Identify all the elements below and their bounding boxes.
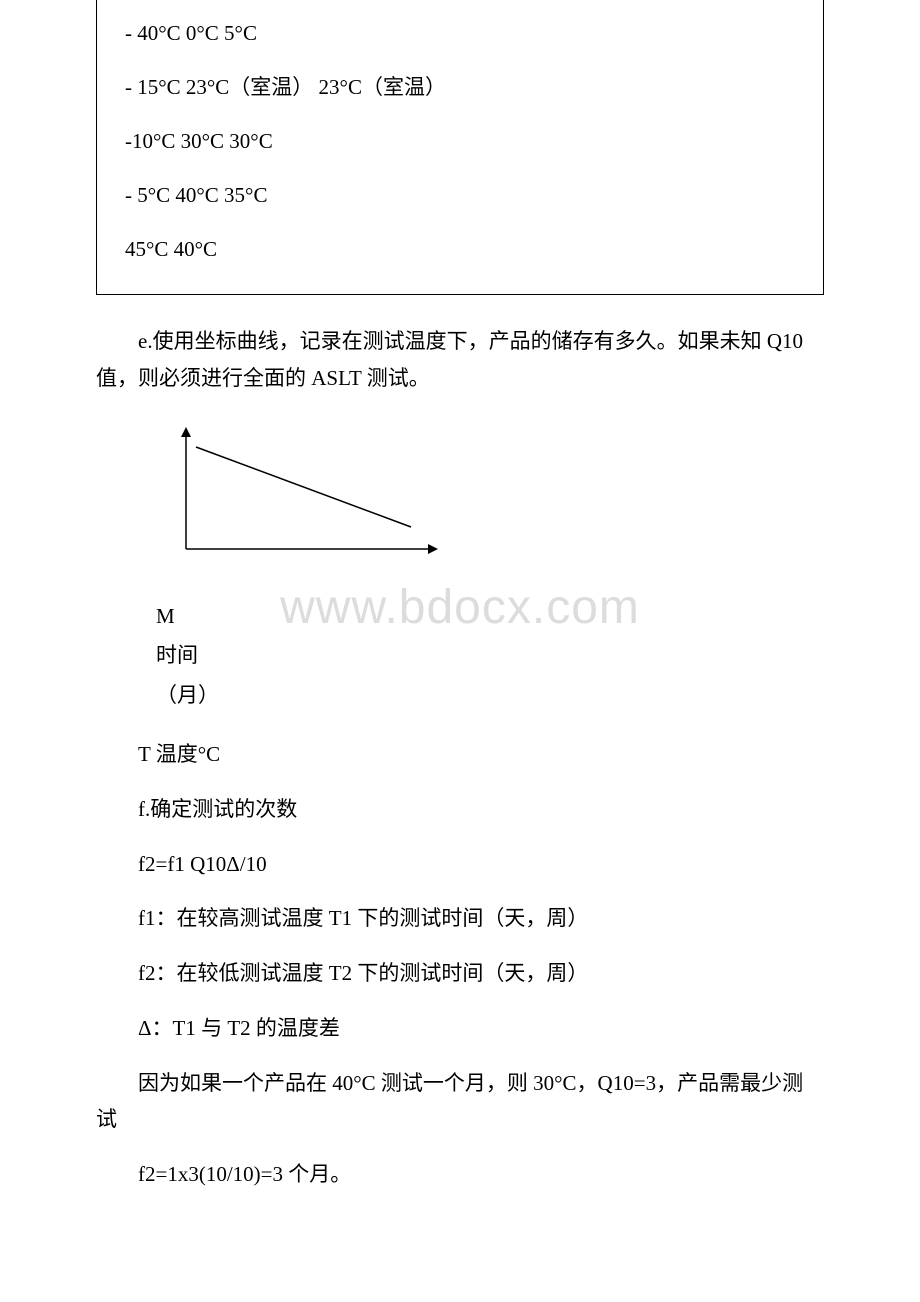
definition-f2: f2：在较低测试温度 T2 下的测试时间（天，周） (96, 955, 824, 992)
box-line-3: -10°C 30°C 30°C (97, 114, 823, 168)
paragraph-f: f.确定测试的次数 (96, 791, 824, 828)
line-chart (156, 419, 824, 575)
chart-svg (156, 419, 456, 569)
axis-label-temp: T 温度°C (96, 736, 824, 773)
paragraph-e: e.使用坐标曲线，记录在测试温度下，产品的储存有多久。如果未知 Q10 值，则必… (96, 323, 824, 397)
paragraph-because: 因为如果一个产品在 40°C 测试一个月，则 30°C，Q10=3，产品需最少测… (96, 1065, 824, 1139)
temperature-table-box: - 40°C 0°C 5°C - 15°C 23°C（室温） 23°C（室温） … (96, 0, 824, 295)
definition-delta: Δ：T1 与 T2 的温度差 (96, 1010, 824, 1047)
definition-f1: f1：在较高测试温度 T1 下的测试时间（天，周） (96, 900, 824, 937)
box-line-5: 45°C 40°C (97, 222, 823, 276)
box-line-2: - 15°C 23°C（室温） 23°C（室温） (97, 60, 823, 114)
formula-calc: f2=1x3(10/10)=3 个月。 (96, 1156, 824, 1193)
axis-label-time: 时间 (156, 636, 824, 676)
formula-main: f2=f1 Q10Δ/10 (96, 846, 824, 883)
box-line-4: - 5°C 40°C 35°C (97, 168, 823, 222)
box-line-1: - 40°C 0°C 5°C (97, 6, 823, 60)
axis-label-month: （月） (156, 676, 824, 716)
axis-label-m: M (156, 597, 824, 637)
